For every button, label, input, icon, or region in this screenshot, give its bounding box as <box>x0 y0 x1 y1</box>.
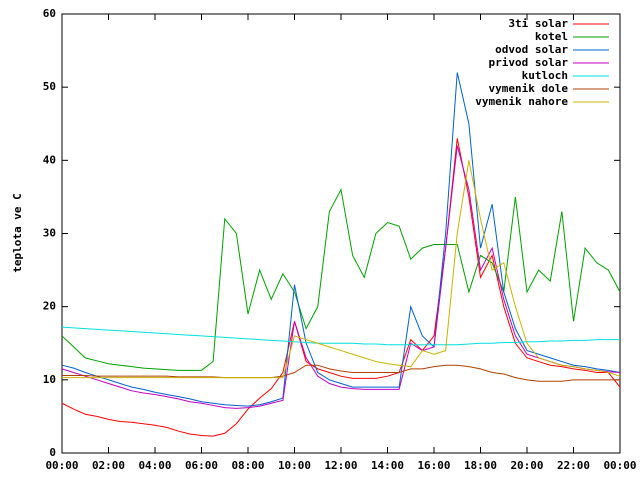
legend-label: 3ti solar <box>508 17 568 30</box>
x-tick-label: 00:00 <box>45 459 78 472</box>
x-tick-label: 04:00 <box>138 459 171 472</box>
series-line <box>61 326 620 346</box>
series-line <box>61 72 621 407</box>
legend-label: vymenik dole <box>489 82 569 95</box>
series-line <box>61 138 621 437</box>
legend-label: kotel <box>535 30 568 43</box>
series-line <box>61 188 621 371</box>
x-tick-label: 20:00 <box>510 459 543 472</box>
x-tick-label: 08:00 <box>231 459 264 472</box>
y-axis-label: teplota ve C <box>11 193 24 272</box>
legend-label: odvod solar <box>495 43 568 56</box>
x-tick-label: 14:00 <box>371 459 404 472</box>
x-tick-label: 18:00 <box>464 459 497 472</box>
legend-label: kutloch <box>522 69 568 82</box>
series-line <box>61 145 621 409</box>
y-tick-label: 10 <box>43 373 56 386</box>
y-tick-label: 60 <box>43 7 56 20</box>
x-tick-label: 22:00 <box>557 459 590 472</box>
legend-label: vymenik nahore <box>475 95 568 108</box>
series-line <box>62 160 621 379</box>
y-tick-label: 40 <box>43 153 56 166</box>
legend-label: privod solar <box>489 56 569 69</box>
x-tick-label: 06:00 <box>185 459 218 472</box>
x-tick-label: 12:00 <box>324 459 357 472</box>
x-tick-label: 00:00 <box>603 459 636 472</box>
x-tick-label: 02:00 <box>92 459 125 472</box>
y-tick-label: 0 <box>49 446 56 459</box>
series-line <box>62 364 620 382</box>
y-tick-label: 50 <box>43 80 56 93</box>
y-tick-label: 30 <box>43 227 56 240</box>
x-tick-label: 16:00 <box>417 459 450 472</box>
y-tick-label: 20 <box>43 300 56 313</box>
x-tick-label: 10:00 <box>278 459 311 472</box>
